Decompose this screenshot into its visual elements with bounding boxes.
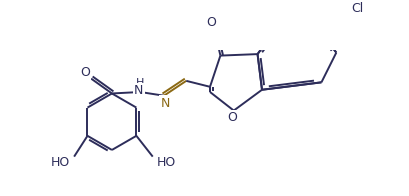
Text: O: O	[227, 112, 237, 124]
Text: HO: HO	[157, 156, 176, 169]
Text: O: O	[80, 66, 90, 79]
Text: N: N	[161, 97, 170, 110]
Text: N: N	[134, 84, 144, 97]
Text: HO: HO	[51, 156, 70, 169]
Text: H: H	[136, 78, 144, 88]
Text: O: O	[206, 16, 216, 29]
Text: Cl: Cl	[351, 2, 363, 15]
